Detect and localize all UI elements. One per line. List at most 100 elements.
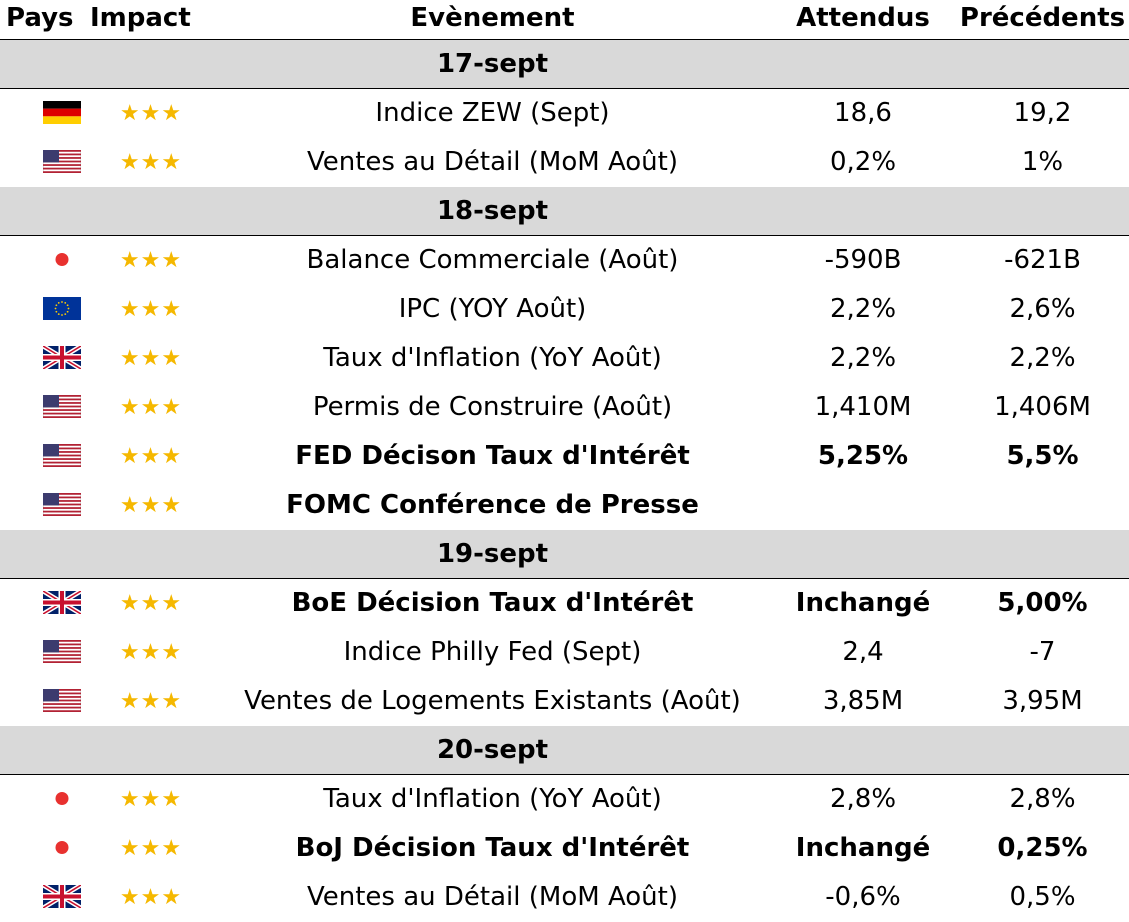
eu-flag-icon bbox=[43, 297, 81, 320]
japan-flag-icon bbox=[43, 248, 81, 271]
impact-stars: ★★★ bbox=[119, 787, 183, 812]
table-row: ★★★ Taux d'Inflation (YoY Août) 2,2% 2,2% bbox=[0, 334, 1129, 383]
country-cell bbox=[40, 481, 84, 530]
impact-stars: ★★★ bbox=[119, 885, 183, 910]
country-cell bbox=[40, 824, 84, 873]
table-row: ★★★ BoJ Décision Taux d'Intérêt Inchangé 0,… bbox=[0, 824, 1129, 873]
impact-stars: ★★★ bbox=[119, 297, 183, 322]
country-cell bbox=[40, 873, 84, 922]
event-name: BoE Décision Taux d'Intérêt bbox=[291, 588, 694, 618]
event-name: Taux d'Inflation (YoY Août) bbox=[323, 343, 662, 373]
impact-stars: ★★★ bbox=[119, 591, 183, 616]
event-name: FOMC Conférence de Presse bbox=[286, 490, 699, 520]
table-row: ★★★ Taux d'Inflation (YoY Août) 2,8% 2,8% bbox=[0, 775, 1129, 824]
table-row: ★★★ Balance Commerciale (Août) -590B -621B bbox=[0, 236, 1129, 285]
date-label: 17-sept bbox=[436, 49, 549, 79]
date-band: 17-sept bbox=[0, 40, 1129, 89]
header-expected: Attendus bbox=[796, 3, 930, 33]
date-label: 20-sept bbox=[436, 735, 549, 765]
event-name: Balance Commerciale (Août) bbox=[306, 245, 679, 275]
previous-value: 19,2 bbox=[1013, 98, 1072, 128]
previous-value: 2,6% bbox=[1009, 294, 1076, 324]
country-cell bbox=[40, 383, 84, 432]
usa-flag-icon bbox=[43, 689, 81, 712]
table-row: ★★★ FED Décison Taux d'Intérêt 5,25% 5,5% bbox=[0, 432, 1129, 481]
country-cell bbox=[40, 138, 84, 187]
japan-flag-icon bbox=[43, 836, 81, 859]
impact-stars: ★★★ bbox=[119, 493, 183, 518]
date-band: 19-sept bbox=[0, 530, 1129, 579]
event-name: BoJ Décision Taux d'Intérêt bbox=[295, 833, 690, 863]
previous-value: 1,406M bbox=[994, 392, 1091, 422]
country-cell bbox=[40, 285, 84, 334]
impact-stars: ★★★ bbox=[119, 101, 183, 126]
date-label: 19-sept bbox=[436, 539, 549, 569]
header-previous: Précédents bbox=[959, 3, 1126, 33]
table-row: ★★★ Ventes de Logements Existants (Août) 3… bbox=[0, 677, 1129, 726]
impact-stars: ★★★ bbox=[119, 640, 183, 665]
table-row: ★★★ BoE Décision Taux d'Intérêt Inchangé 5,… bbox=[0, 579, 1129, 628]
previous-value bbox=[955, 481, 1129, 530]
table-row: ★★★ Indice ZEW (Sept) 18,6 19,2 bbox=[0, 89, 1129, 138]
usa-flag-icon bbox=[43, 395, 81, 418]
previous-value: 0,5% bbox=[1009, 882, 1076, 912]
country-cell bbox=[40, 334, 84, 383]
date-band: 18-sept bbox=[0, 187, 1129, 236]
country-cell bbox=[40, 236, 84, 285]
header-pays: Pays bbox=[6, 3, 74, 33]
expected-value: 0,2% bbox=[829, 147, 897, 177]
expected-value: Inchangé bbox=[795, 588, 931, 618]
usa-flag-icon bbox=[43, 444, 81, 467]
impact-stars: ★★★ bbox=[119, 248, 183, 273]
previous-value: -621B bbox=[1004, 245, 1081, 275]
germany-flag-icon bbox=[43, 101, 81, 124]
expected-value: 5,25% bbox=[817, 441, 909, 471]
event-name: Indice Philly Fed (Sept) bbox=[343, 637, 642, 667]
table-row: ★★★ IPC (YOY Août) 2,2% 2,6% bbox=[0, 285, 1129, 334]
expected-value: Inchangé bbox=[795, 833, 931, 863]
event-name: Permis de Construire (Août) bbox=[312, 392, 673, 422]
event-name: IPC (YOY Août) bbox=[398, 294, 587, 324]
expected-value: -0,6% bbox=[825, 882, 901, 912]
usa-flag-icon bbox=[43, 640, 81, 663]
expected-value: 18,6 bbox=[834, 98, 892, 128]
expected-value: 3,85M bbox=[822, 686, 904, 716]
impact-stars: ★★★ bbox=[119, 346, 183, 371]
expected-value: 2,2% bbox=[829, 294, 897, 324]
table-header: Pays Impact Evènement Attendus Précédent… bbox=[0, 0, 1129, 40]
country-cell bbox=[40, 579, 84, 628]
expected-value: 2,4 bbox=[842, 637, 884, 667]
country-cell bbox=[40, 775, 84, 824]
event-name: Ventes au Détail (MoM Août) bbox=[306, 147, 678, 177]
previous-value: 0,25% bbox=[997, 833, 1088, 863]
expected-value: -590B bbox=[824, 245, 902, 275]
previous-value: 1% bbox=[1021, 147, 1064, 177]
table-row: ★★★ Permis de Construire (Août) 1,410M 1,40… bbox=[0, 383, 1129, 432]
header-event: Evènement bbox=[410, 3, 575, 33]
table-row: ★★★ Ventes au Détail (MoM Août) -0,6% 0,5% bbox=[0, 873, 1129, 922]
table-row: ★★★ Indice Philly Fed (Sept) 2,4 -7 bbox=[0, 628, 1129, 677]
usa-flag-icon bbox=[43, 150, 81, 173]
country-cell bbox=[40, 677, 84, 726]
event-name: Indice ZEW (Sept) bbox=[375, 98, 610, 128]
previous-value: 3,95M bbox=[1002, 686, 1083, 716]
previous-value: 2,2% bbox=[1009, 343, 1076, 373]
uk-flag-icon bbox=[43, 591, 81, 614]
impact-stars: ★★★ bbox=[119, 150, 183, 175]
event-name: Ventes au Détail (MoM Août) bbox=[306, 882, 678, 912]
previous-value: 5,5% bbox=[1006, 441, 1079, 471]
previous-value: 2,8% bbox=[1009, 784, 1076, 814]
country-cell bbox=[40, 628, 84, 677]
event-name: FED Décison Taux d'Intérêt bbox=[295, 441, 690, 471]
impact-stars: ★★★ bbox=[119, 444, 183, 469]
date-label: 18-sept bbox=[436, 196, 549, 226]
japan-flag-icon bbox=[43, 787, 81, 810]
impact-stars: ★★★ bbox=[119, 836, 183, 861]
event-name: Taux d'Inflation (YoY Août) bbox=[323, 784, 662, 814]
country-cell bbox=[40, 432, 84, 481]
header-impact: Impact bbox=[90, 3, 191, 33]
expected-value: 2,8% bbox=[829, 784, 897, 814]
uk-flag-icon bbox=[43, 346, 81, 369]
usa-flag-icon bbox=[43, 493, 81, 516]
